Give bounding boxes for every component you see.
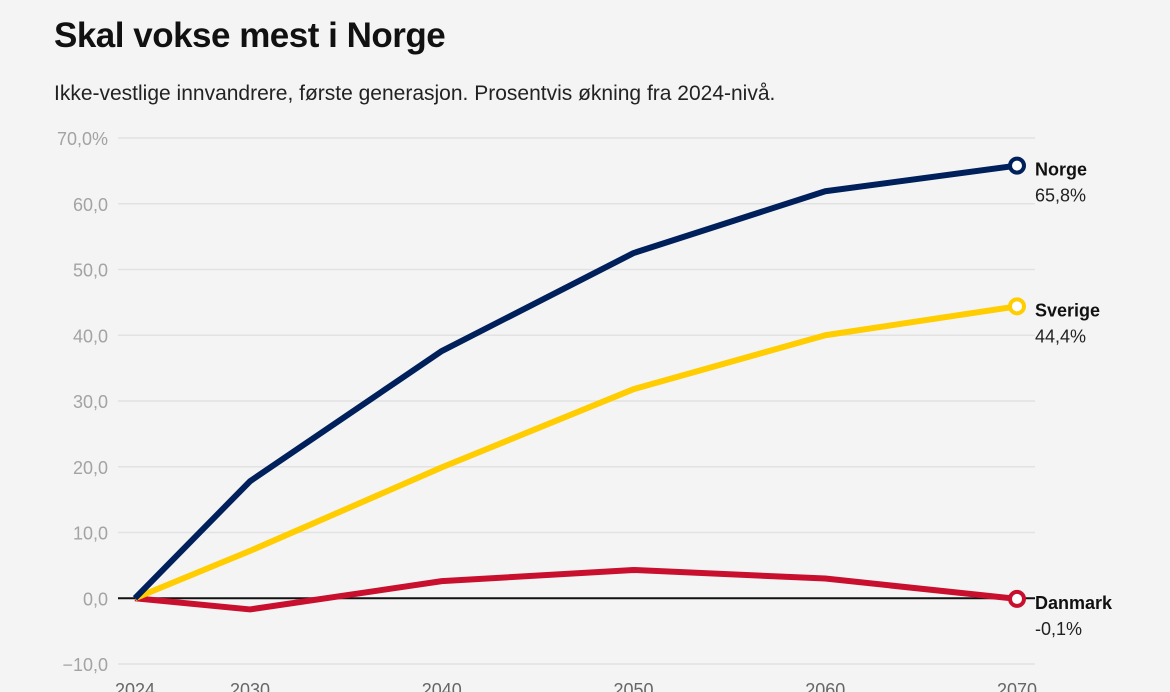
series-line-danmark (134, 566, 1018, 613)
chart-title: Skal vokse mest i Norge (54, 16, 446, 55)
y-tick-label: 40,0 (73, 326, 108, 346)
series-label-danmark: Danmark (1035, 593, 1113, 613)
x-tick-label: 2024 (115, 680, 155, 692)
x-tick-label: 2030 (230, 680, 270, 692)
x-tick-label: 2040 (422, 680, 462, 692)
series-label-sverige: Sverige (1035, 300, 1100, 320)
y-tick-label: −10,0 (62, 655, 108, 675)
y-tick-label: 20,0 (73, 458, 108, 478)
chart-subtitle: Ikke-vestlige innvandrere, første genera… (54, 82, 776, 105)
series-value-sverige: 44,4% (1035, 326, 1086, 346)
y-tick-label: 0,0 (83, 589, 108, 609)
series-value-norge: 65,8% (1035, 186, 1086, 206)
series-label-norge: Norge (1035, 160, 1087, 180)
end-marker-danmark (1008, 589, 1026, 608)
y-tick-label: 10,0 (73, 524, 108, 544)
end-marker-sverige (1008, 297, 1026, 316)
x-tick-label: 2060 (805, 680, 845, 692)
y-tick-label: 70,0% (57, 129, 108, 149)
x-tick-label: 2070 (997, 680, 1037, 692)
y-tick-label: 60,0 (73, 195, 108, 215)
y-tick-label: 30,0 (73, 392, 108, 412)
series-value-danmark: -0,1% (1035, 619, 1082, 639)
series-line-sverige (133, 303, 1018, 602)
y-tick-label: 50,0 (73, 261, 108, 281)
x-tick-label: 2050 (613, 680, 653, 692)
series-line-norge (132, 162, 1018, 601)
end-marker-norge (1008, 156, 1026, 175)
